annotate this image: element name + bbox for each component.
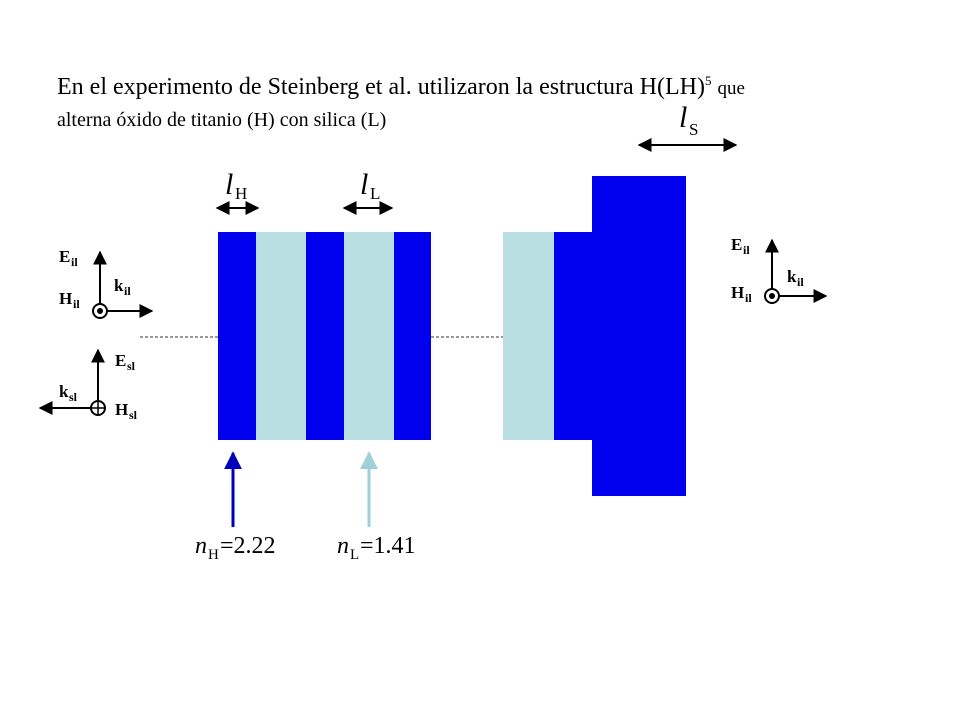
nH-subscript: H [208, 547, 219, 563]
incident-e-sub: il [71, 255, 78, 269]
layer-h-1 [218, 232, 256, 440]
reflected-e-sub: sl [127, 359, 136, 373]
incident-h-sub: il [73, 297, 80, 311]
transmitted-e-label: E [731, 235, 742, 254]
lH-subscript: H [235, 184, 247, 203]
title-superscript: 5 [705, 73, 712, 88]
label-nH: n H =2.22 [195, 533, 276, 563]
title-line-1: En el experimento de Steinberg et al. ut… [57, 70, 937, 106]
layer-h-2 [306, 232, 344, 440]
lL-symbol: l [360, 168, 368, 201]
incident-e-label: E [59, 247, 70, 266]
nH-value: =2.22 [220, 533, 276, 559]
slide-title: En el experimento de Steinberg et al. ut… [57, 70, 937, 134]
reflected-k-label: k [59, 382, 69, 401]
reflected-k-sub: sl [69, 390, 78, 404]
layer-l-1 [256, 232, 306, 440]
layer-h-3 [394, 232, 431, 440]
reflected-h-label: H [115, 400, 128, 419]
transmitted-k-label: k [787, 267, 797, 286]
thickness-lL: l L [342, 168, 394, 215]
label-nL: n L =1.41 [337, 533, 416, 563]
lS-symbol: l [679, 101, 687, 134]
layer-l-2 [344, 232, 394, 440]
thickness-lH: l H [215, 168, 260, 215]
transmitted-k-sub: il [797, 275, 804, 289]
transmitted-h-label: H [731, 283, 744, 302]
transmitted-h-out-dot [769, 293, 775, 299]
h-out-of-plane-dot [97, 308, 103, 314]
transmitted-e-sub: il [743, 243, 750, 257]
nL-value: =1.41 [360, 533, 416, 559]
reflected-e-label: E [115, 351, 126, 370]
incident-k-sub: il [124, 284, 131, 298]
incident-k-label: k [114, 276, 124, 295]
lL-subscript: L [370, 184, 380, 203]
incident-h-label: H [59, 289, 72, 308]
transmitted-h-sub: il [745, 291, 752, 305]
layer-h-last [554, 232, 594, 440]
title-line-2: alterna óxido de titanio (H) con silica … [57, 109, 387, 131]
transmitted-wave-right: E il k il H il [731, 235, 828, 305]
thickness-lS: l S [637, 101, 738, 152]
nL-symbol: n [337, 533, 349, 559]
title-line-1-text: En el experimento de Steinberg et al. ut… [57, 74, 705, 100]
lS-subscript: S [689, 120, 698, 139]
incident-wave-left: E il k il H il [59, 247, 154, 319]
title-line-1-end: que [717, 78, 745, 99]
layer-l-last [503, 232, 554, 440]
nH-symbol: n [195, 533, 207, 559]
nL-subscript: L [350, 547, 359, 563]
lH-symbol: l [225, 168, 233, 201]
substrate [592, 176, 686, 496]
reflected-h-sub: sl [129, 408, 138, 422]
reflected-wave-left: E sl k sl H sl [38, 348, 138, 422]
